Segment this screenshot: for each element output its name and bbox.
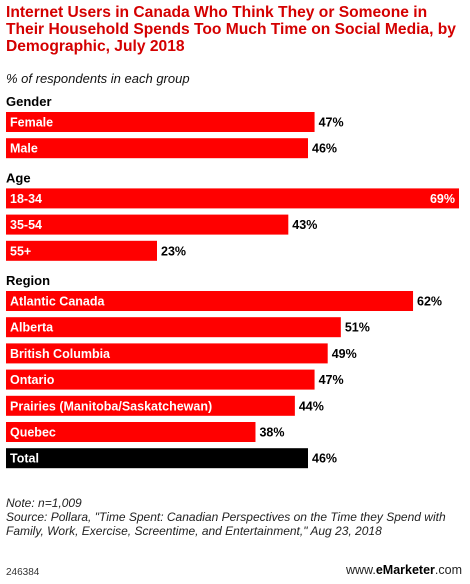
bar-label-18-34: 18-34 (10, 192, 42, 206)
value-label-35-54: 43% (292, 218, 317, 232)
bar-label-prairies-manitoba-saskatchewan: Prairies (Manitoba/Saskatchewan) (10, 399, 212, 413)
chart-subtitle: % of respondents in each group (6, 71, 190, 86)
bar-label-total: Total (10, 452, 39, 466)
notes: Note: n=1,009 Source: Pollara, "Time Spe… (6, 496, 464, 538)
value-label-ontario: 47% (319, 373, 344, 387)
value-label-55: 23% (161, 244, 186, 258)
bar-label-male: Male (10, 142, 38, 156)
bar-chart: Gender Female 47% Male 46% Age 18-34 69% 35-54 43… (6, 94, 459, 469)
brand-suffix: .com (434, 563, 462, 577)
note-text: Note: n=1,009 (6, 496, 82, 510)
bar-label-35-54: 35-54 (10, 218, 42, 232)
brand-name: eMarketer (375, 563, 435, 577)
group-label-gender: Gender (6, 94, 52, 109)
value-label-british-columbia: 49% (332, 347, 357, 361)
bar-label-quebec: Quebec (10, 426, 56, 440)
bar-male (6, 138, 308, 159)
value-label-prairies-manitoba-saskatchewan: 44% (299, 399, 324, 413)
value-label-alberta: 51% (345, 321, 370, 335)
bar-prairies-manitoba-saskatchewan (6, 395, 295, 416)
bar-ontario (6, 369, 315, 390)
value-label-atlantic-canada: 62% (417, 295, 442, 309)
bar-atlantic-canada (6, 291, 414, 311)
bar-total (6, 448, 308, 469)
chart-title: Internet Users in Canada Who Think They … (6, 4, 456, 55)
bar-label-british-columbia: British Columbia (10, 347, 111, 361)
bar-35-54 (6, 214, 289, 235)
bar-alberta (6, 317, 341, 338)
bar-british-columbia (6, 343, 328, 364)
bar-55 (6, 240, 157, 261)
value-label-female: 47% (319, 116, 344, 130)
value-label-total: 46% (312, 452, 337, 466)
chart-id: 246384 (6, 567, 40, 578)
bar-label-female: Female (10, 116, 53, 130)
value-label-quebec: 38% (259, 426, 284, 440)
bar-18-34 (6, 188, 459, 209)
value-label-18-34: 69% (430, 192, 455, 206)
bar-quebec (6, 422, 256, 442)
bar-label-ontario: Ontario (10, 373, 55, 387)
bar-label-atlantic-canada: Atlantic Canada (10, 295, 106, 309)
group-label-region: Region (6, 273, 50, 288)
group-label-age: Age (6, 170, 31, 185)
source-text: Source: Pollara, "Time Spent: Canadian P… (6, 510, 446, 538)
bar-label-alberta: Alberta (10, 321, 54, 335)
brand-prefix: www. (345, 563, 376, 577)
bar-female (6, 112, 315, 132)
brand-logo: www.eMarketer.com (346, 563, 462, 577)
bar-label-55: 55+ (10, 244, 31, 258)
value-label-male: 46% (312, 142, 337, 156)
